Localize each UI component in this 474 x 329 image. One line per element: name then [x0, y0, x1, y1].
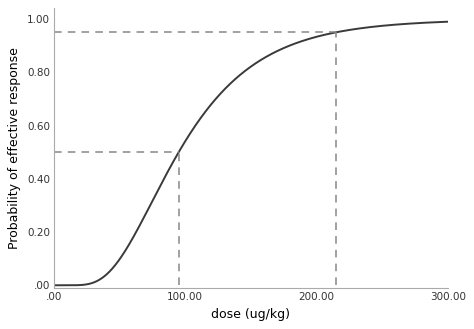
- X-axis label: dose (ug/kg): dose (ug/kg): [211, 308, 291, 321]
- Y-axis label: Probability of effective response: Probability of effective response: [9, 47, 21, 249]
